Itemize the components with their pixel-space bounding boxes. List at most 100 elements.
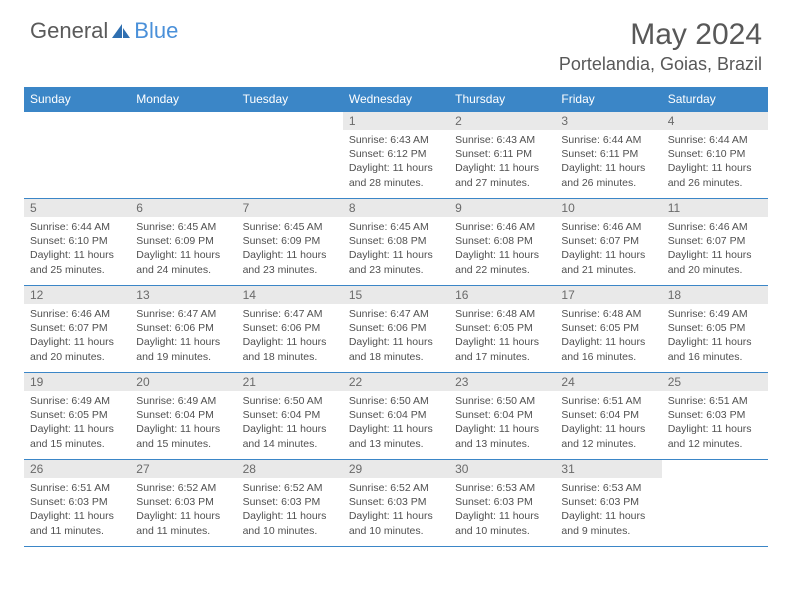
sunset-text: Sunset: 6:09 PM <box>136 234 230 248</box>
day-details: Sunrise: 6:49 AMSunset: 6:05 PMDaylight:… <box>662 304 768 368</box>
sunrise-text: Sunrise: 6:50 AM <box>349 394 443 408</box>
sunset-text: Sunset: 6:03 PM <box>455 495 549 509</box>
daylight-text: Daylight: 11 hours and 26 minutes. <box>561 161 655 189</box>
daylight-text: Daylight: 11 hours and 10 minutes. <box>455 509 549 537</box>
calendar-day-cell: 8Sunrise: 6:45 AMSunset: 6:08 PMDaylight… <box>343 199 449 285</box>
weekday-header: Tuesday <box>237 87 343 111</box>
day-details: Sunrise: 6:49 AMSunset: 6:05 PMDaylight:… <box>24 391 130 455</box>
calendar-day-cell: 18Sunrise: 6:49 AMSunset: 6:05 PMDayligh… <box>662 286 768 372</box>
daylight-text: Daylight: 11 hours and 26 minutes. <box>668 161 762 189</box>
day-number: 3 <box>555 112 661 130</box>
daylight-text: Daylight: 11 hours and 13 minutes. <box>349 422 443 450</box>
sunrise-text: Sunrise: 6:47 AM <box>136 307 230 321</box>
day-number: 21 <box>237 373 343 391</box>
sunset-text: Sunset: 6:09 PM <box>243 234 337 248</box>
weekday-header: Sunday <box>24 87 130 111</box>
day-number: 24 <box>555 373 661 391</box>
sunrise-text: Sunrise: 6:44 AM <box>668 133 762 147</box>
sunset-text: Sunset: 6:06 PM <box>243 321 337 335</box>
day-number: 1 <box>343 112 449 130</box>
calendar-day-cell: 24Sunrise: 6:51 AMSunset: 6:04 PMDayligh… <box>555 373 661 459</box>
sunrise-text: Sunrise: 6:46 AM <box>455 220 549 234</box>
daylight-text: Daylight: 11 hours and 24 minutes. <box>136 248 230 276</box>
day-details: Sunrise: 6:47 AMSunset: 6:06 PMDaylight:… <box>130 304 236 368</box>
day-number: 25 <box>662 373 768 391</box>
sunrise-text: Sunrise: 6:50 AM <box>455 394 549 408</box>
calendar-day-cell: 1Sunrise: 6:43 AMSunset: 6:12 PMDaylight… <box>343 112 449 198</box>
day-details: Sunrise: 6:50 AMSunset: 6:04 PMDaylight:… <box>449 391 555 455</box>
calendar-day-cell: 19Sunrise: 6:49 AMSunset: 6:05 PMDayligh… <box>24 373 130 459</box>
daylight-text: Daylight: 11 hours and 10 minutes. <box>349 509 443 537</box>
brand-sail-icon <box>110 22 132 40</box>
sunset-text: Sunset: 6:05 PM <box>561 321 655 335</box>
calendar-day-cell: 13Sunrise: 6:47 AMSunset: 6:06 PMDayligh… <box>130 286 236 372</box>
calendar-day-cell <box>130 112 236 198</box>
calendar-day-cell: 26Sunrise: 6:51 AMSunset: 6:03 PMDayligh… <box>24 460 130 546</box>
calendar-day-cell: 28Sunrise: 6:52 AMSunset: 6:03 PMDayligh… <box>237 460 343 546</box>
weekday-header: Wednesday <box>343 87 449 111</box>
day-details: Sunrise: 6:43 AMSunset: 6:12 PMDaylight:… <box>343 130 449 194</box>
daylight-text: Daylight: 11 hours and 13 minutes. <box>455 422 549 450</box>
calendar-day-cell: 29Sunrise: 6:52 AMSunset: 6:03 PMDayligh… <box>343 460 449 546</box>
calendar-day-cell: 10Sunrise: 6:46 AMSunset: 6:07 PMDayligh… <box>555 199 661 285</box>
title-block: May 2024 Portelandia, Goias, Brazil <box>559 18 762 75</box>
day-details: Sunrise: 6:46 AMSunset: 6:08 PMDaylight:… <box>449 217 555 281</box>
calendar-day-cell: 22Sunrise: 6:50 AMSunset: 6:04 PMDayligh… <box>343 373 449 459</box>
day-details: Sunrise: 6:48 AMSunset: 6:05 PMDaylight:… <box>449 304 555 368</box>
daylight-text: Daylight: 11 hours and 11 minutes. <box>136 509 230 537</box>
day-details: Sunrise: 6:52 AMSunset: 6:03 PMDaylight:… <box>343 478 449 542</box>
day-details: Sunrise: 6:47 AMSunset: 6:06 PMDaylight:… <box>343 304 449 368</box>
weekday-header: Thursday <box>449 87 555 111</box>
day-number: 28 <box>237 460 343 478</box>
sunset-text: Sunset: 6:04 PM <box>136 408 230 422</box>
daylight-text: Daylight: 11 hours and 17 minutes. <box>455 335 549 363</box>
sunset-text: Sunset: 6:03 PM <box>561 495 655 509</box>
calendar-day-cell: 20 Sunrise: 6:49 AMSunset: 6:04 PMDayligh… <box>130 373 236 459</box>
brand-text-part2: Blue <box>134 18 178 44</box>
sunset-text: Sunset: 6:03 PM <box>30 495 124 509</box>
daylight-text: Daylight: 11 hours and 15 minutes. <box>136 422 230 450</box>
daylight-text: Daylight: 11 hours and 12 minutes. <box>561 422 655 450</box>
day-details: Sunrise: 6:45 AMSunset: 6:09 PMDaylight:… <box>237 217 343 281</box>
day-number: 29 <box>343 460 449 478</box>
day-details: Sunrise: 6:44 AMSunset: 6:10 PMDaylight:… <box>662 130 768 194</box>
sunset-text: Sunset: 6:04 PM <box>349 408 443 422</box>
day-number: 27 <box>130 460 236 478</box>
day-details: Sunrise: 6:46 AMSunset: 6:07 PMDaylight:… <box>555 217 661 281</box>
day-number: 16 <box>449 286 555 304</box>
sunrise-text: Sunrise: 6:45 AM <box>136 220 230 234</box>
day-number: 31 <box>555 460 661 478</box>
calendar-day-cell <box>237 112 343 198</box>
day-number: 20 <box>130 373 236 391</box>
day-details: Sunrise: 6:50 AMSunset: 6:04 PMDaylight:… <box>237 391 343 455</box>
day-details: Sunrise: 6:44 AMSunset: 6:10 PMDaylight:… <box>24 217 130 281</box>
day-details: Sunrise: 6:46 AMSunset: 6:07 PMDaylight:… <box>24 304 130 368</box>
sunrise-text: Sunrise: 6:46 AM <box>561 220 655 234</box>
sunrise-text: Sunrise: 6:53 AM <box>455 481 549 495</box>
calendar-week-row: 5Sunrise: 6:44 AMSunset: 6:10 PMDaylight… <box>24 198 768 285</box>
sunset-text: Sunset: 6:04 PM <box>561 408 655 422</box>
sunrise-text: Sunrise: 6:46 AM <box>668 220 762 234</box>
day-details: Sunrise: 6:45 AMSunset: 6:09 PMDaylight:… <box>130 217 236 281</box>
sunrise-text: Sunrise: 6:43 AM <box>349 133 443 147</box>
daylight-text: Daylight: 11 hours and 9 minutes. <box>561 509 655 537</box>
sunrise-text: Sunrise: 6:47 AM <box>243 307 337 321</box>
day-details: Sunrise: 6:46 AMSunset: 6:07 PMDaylight:… <box>662 217 768 281</box>
calendar-day-cell: 23Sunrise: 6:50 AMSunset: 6:04 PMDayligh… <box>449 373 555 459</box>
sunset-text: Sunset: 6:03 PM <box>243 495 337 509</box>
sunrise-text: Sunrise: 6:49 AM <box>136 394 230 408</box>
location-subtitle: Portelandia, Goias, Brazil <box>559 54 762 75</box>
daylight-text: Daylight: 11 hours and 12 minutes. <box>668 422 762 450</box>
sunset-text: Sunset: 6:03 PM <box>668 408 762 422</box>
day-details: Sunrise: 6:44 AMSunset: 6:11 PMDaylight:… <box>555 130 661 194</box>
calendar-day-cell: 16Sunrise: 6:48 AMSunset: 6:05 PMDayligh… <box>449 286 555 372</box>
day-number: 30 <box>449 460 555 478</box>
daylight-text: Daylight: 11 hours and 19 minutes. <box>136 335 230 363</box>
day-number: 11 <box>662 199 768 217</box>
sunrise-text: Sunrise: 6:49 AM <box>668 307 762 321</box>
calendar-day-cell: 3Sunrise: 6:44 AMSunset: 6:11 PMDaylight… <box>555 112 661 198</box>
day-number: 6 <box>130 199 236 217</box>
sunset-text: Sunset: 6:07 PM <box>30 321 124 335</box>
calendar-day-cell: 11Sunrise: 6:46 AMSunset: 6:07 PMDayligh… <box>662 199 768 285</box>
calendar-week-row: 12Sunrise: 6:46 AMSunset: 6:07 PMDayligh… <box>24 285 768 372</box>
